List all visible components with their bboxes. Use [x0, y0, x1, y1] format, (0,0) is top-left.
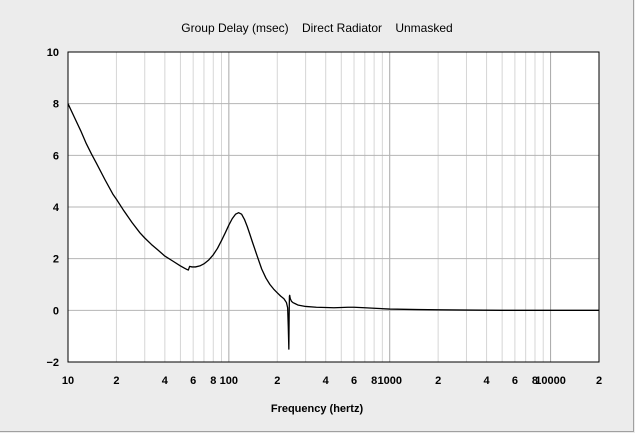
x-tick-label: 8 [532, 375, 538, 387]
grid-lines [68, 52, 599, 362]
x-tick-label: 2 [435, 375, 441, 387]
series-layer [67, 103, 599, 350]
x-axis-label: Frequency (hertz) [271, 403, 364, 415]
y-axis-ticks: −2 0 2 4 6 8 10 [46, 47, 59, 369]
x-tick-label: 2 [596, 375, 602, 387]
x-tick-label: 6 [512, 375, 518, 387]
y-tick-label: 4 [53, 202, 60, 214]
x-tick-label: 8 [210, 375, 216, 387]
x-tick-label: 2 [274, 375, 280, 387]
x-tick-label: 10 [62, 375, 74, 387]
x-tick-label: 2 [113, 375, 119, 387]
x-tick-label: 10000 [535, 375, 566, 387]
x-tick-label: 8 [371, 375, 377, 387]
x-tick-label: 6 [351, 375, 357, 387]
x-tick-label: 100 [220, 375, 238, 387]
y-tick-label: 8 [53, 99, 59, 111]
x-tick-label: 4 [162, 375, 169, 387]
x-tick-label: 6 [190, 375, 196, 387]
x-tick-label: 1000 [377, 375, 401, 387]
y-tick-label: 10 [47, 47, 59, 59]
y-tick-label: 0 [53, 305, 59, 317]
chart-title: Group Delay (msec) Direct Radiator Unmas… [181, 21, 452, 35]
x-tick-label: 4 [323, 375, 330, 387]
y-tick-label: 2 [53, 254, 59, 266]
y-tick-label: −2 [46, 357, 59, 369]
x-tick-label: 4 [484, 375, 491, 387]
y-tick-label: 6 [53, 150, 59, 162]
plot-border [67, 51, 600, 363]
series-line [67, 103, 599, 350]
